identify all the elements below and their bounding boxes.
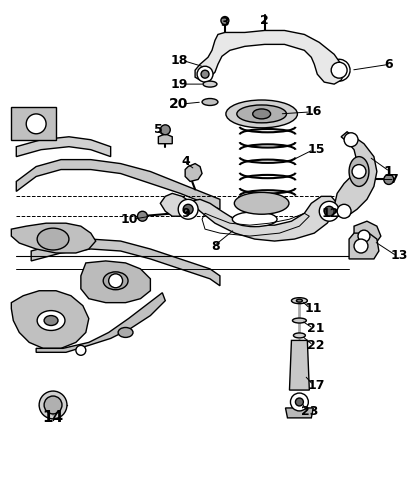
Ellipse shape — [233, 212, 277, 226]
Circle shape — [39, 391, 67, 419]
Polygon shape — [11, 291, 89, 348]
Ellipse shape — [203, 81, 217, 87]
Text: 1: 1 — [384, 164, 393, 178]
Polygon shape — [16, 160, 220, 209]
Ellipse shape — [44, 316, 58, 326]
Circle shape — [324, 206, 334, 216]
Ellipse shape — [253, 109, 271, 119]
Text: 14: 14 — [42, 410, 64, 425]
Circle shape — [178, 199, 198, 219]
Polygon shape — [11, 223, 96, 253]
Ellipse shape — [296, 299, 303, 302]
Circle shape — [137, 211, 147, 221]
Polygon shape — [31, 239, 220, 286]
Circle shape — [319, 201, 339, 221]
Polygon shape — [349, 233, 379, 259]
Circle shape — [384, 174, 394, 184]
Text: 17: 17 — [308, 379, 325, 392]
Ellipse shape — [293, 333, 305, 338]
Ellipse shape — [202, 99, 218, 106]
Circle shape — [44, 396, 62, 414]
Text: 7: 7 — [389, 173, 398, 186]
Text: 4: 4 — [181, 155, 190, 168]
Polygon shape — [158, 134, 172, 144]
Ellipse shape — [37, 228, 69, 250]
Circle shape — [76, 345, 86, 355]
Text: 6: 6 — [384, 58, 393, 71]
Ellipse shape — [226, 100, 297, 128]
Polygon shape — [185, 164, 202, 181]
Circle shape — [344, 133, 358, 147]
Text: 18: 18 — [171, 54, 188, 67]
Ellipse shape — [37, 311, 65, 331]
Circle shape — [183, 204, 193, 214]
Polygon shape — [11, 107, 56, 140]
Polygon shape — [290, 340, 309, 390]
Polygon shape — [160, 193, 337, 241]
Polygon shape — [16, 137, 111, 157]
Text: 11: 11 — [304, 302, 322, 315]
Ellipse shape — [118, 328, 133, 337]
Circle shape — [352, 164, 366, 178]
Polygon shape — [36, 293, 165, 352]
Circle shape — [26, 114, 46, 134]
Ellipse shape — [292, 298, 308, 304]
Circle shape — [358, 230, 370, 242]
Text: 22: 22 — [308, 339, 325, 352]
Text: 21: 21 — [308, 322, 325, 335]
Circle shape — [331, 62, 347, 78]
Ellipse shape — [349, 157, 369, 186]
Ellipse shape — [103, 272, 128, 290]
Polygon shape — [354, 221, 381, 246]
Text: 9: 9 — [181, 207, 190, 220]
Polygon shape — [195, 31, 344, 84]
Text: 10: 10 — [121, 213, 138, 226]
Circle shape — [295, 398, 303, 406]
Circle shape — [201, 70, 209, 78]
Text: 15: 15 — [308, 143, 325, 156]
Text: 2: 2 — [260, 14, 269, 27]
Text: 16: 16 — [304, 105, 322, 118]
Text: 12: 12 — [321, 207, 339, 220]
Circle shape — [221, 17, 229, 25]
Ellipse shape — [237, 105, 287, 123]
Text: 3: 3 — [220, 16, 229, 29]
Circle shape — [160, 125, 170, 135]
Text: 23: 23 — [301, 405, 319, 418]
Polygon shape — [81, 261, 150, 303]
Polygon shape — [334, 132, 377, 216]
Circle shape — [197, 66, 213, 82]
Circle shape — [290, 393, 308, 411]
Circle shape — [109, 274, 123, 288]
Circle shape — [354, 239, 368, 253]
Text: 20: 20 — [169, 97, 188, 111]
Text: 8: 8 — [211, 239, 220, 253]
Circle shape — [337, 204, 351, 218]
Ellipse shape — [292, 318, 306, 323]
Text: 13: 13 — [391, 249, 408, 263]
Text: 19: 19 — [171, 78, 188, 91]
Ellipse shape — [234, 192, 289, 214]
Polygon shape — [285, 408, 313, 418]
Text: 5: 5 — [154, 123, 162, 136]
